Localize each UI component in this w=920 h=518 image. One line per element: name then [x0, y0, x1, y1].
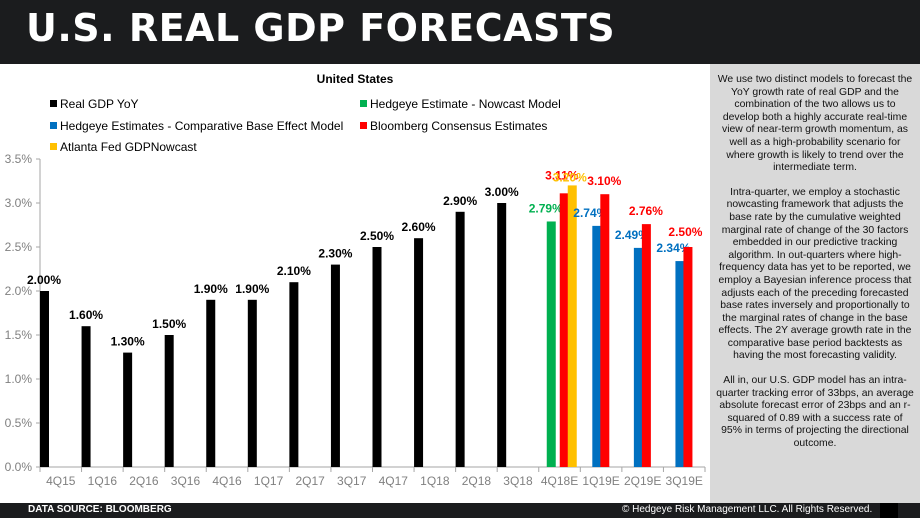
x-tick-label: 3Q16 [171, 474, 201, 488]
legend-swatch [360, 122, 367, 129]
legend-item-base-effect: Hedgeye Estimates - Comparative Base Eff… [50, 119, 343, 133]
data-label: 2.76% [629, 204, 663, 218]
data-label: 2.00% [27, 273, 61, 287]
data-label: 1.30% [111, 335, 145, 349]
x-tick-label: 2Q16 [129, 474, 159, 488]
x-tick-label: 1Q16 [88, 474, 118, 488]
data-label: 1.90% [235, 282, 269, 296]
x-tick-label: 4Q18E [541, 474, 578, 488]
x-tick-label: 3Q17 [337, 474, 367, 488]
bar-0-1Q17 [247, 299, 257, 467]
data-label: 2.34% [656, 241, 690, 255]
x-tick-label: 3Q19E [666, 474, 703, 488]
data-label: 1.60% [69, 308, 103, 322]
data-label: 2.50% [360, 229, 394, 243]
legend-swatch [360, 100, 367, 107]
commentary-paragraph-1: We use two distinct models to forecast t… [717, 74, 913, 174]
bar-0-4Q16 [206, 299, 216, 467]
copyright: © Hedgeye Risk Management LLC. All Right… [622, 504, 873, 515]
legend-item-real-gdp: Real GDP YoY [50, 97, 139, 111]
legend-label: Real GDP YoY [60, 97, 139, 111]
gdp-bar-chart: 0.0% 0.5% 1.0% 1.5% 2.0% 2.5% 3.0% 3.5% 4Q15 1Q16… [5, 152, 706, 488]
bar-0-2Q16 [123, 352, 133, 467]
y-tick-label: 3.5% [5, 152, 33, 166]
bar-0-1Q18 [414, 238, 424, 467]
x-tick-label: 1Q18 [420, 474, 450, 488]
bar-0-3Q16 [164, 335, 174, 467]
legend-label: Bloomberg Consensus Estimates [370, 119, 548, 133]
x-tick-label: 4Q15 [46, 474, 76, 488]
bar-3-3Q19E [683, 247, 693, 467]
y-tick-label: 2.0% [5, 284, 33, 298]
legend-item-nowcast: Hedgeye Estimate - Nowcast Model [360, 97, 561, 111]
legend-item-bloomberg: Bloomberg Consensus Estimates [360, 119, 547, 133]
legend-swatch [50, 100, 57, 107]
data-label: 3.00% [485, 185, 519, 199]
bar-4-4Q18E [567, 185, 577, 467]
legend-swatch [50, 143, 57, 150]
commentary-paragraph-2: Intra-quarter, we employ a stochastic no… [718, 186, 912, 362]
data-label: 3.11% [545, 168, 579, 182]
bar-1-4Q18E [546, 221, 556, 467]
y-tick-label: 1.0% [5, 372, 33, 386]
commentary-panel: We use two distinct models to forecast t… [710, 64, 920, 503]
bar-0-4Q17 [372, 247, 382, 467]
legend-swatch [50, 122, 57, 129]
y-tick-label: 3.0% [5, 196, 33, 210]
bar-0-1Q16 [81, 326, 91, 467]
bar-2-2Q19E [633, 247, 643, 467]
legend-label: Hedgeye Estimates - Comparative Base Eff… [60, 119, 344, 133]
data-label: 2.49% [615, 228, 649, 242]
x-tick-label: 4Q16 [212, 474, 242, 488]
bar-0-2Q18 [455, 211, 465, 467]
x-tick-label: 3Q18 [503, 474, 533, 488]
x-tick-label: 1Q17 [254, 474, 284, 488]
bar-3-1Q19E [600, 194, 610, 467]
legend-item-atlanta-fed: Atlanta Fed GDPNowcast [50, 140, 197, 154]
x-tick-label: 2Q19E [624, 474, 661, 488]
chart-title: United States [316, 72, 394, 86]
bar-0-3Q18 [497, 203, 507, 467]
y-tick-label: 1.5% [5, 328, 33, 342]
data-label: 2.30% [318, 247, 352, 261]
data-source: DATA SOURCE: BLOOMBERG [28, 504, 172, 515]
data-label: 2.74% [573, 206, 607, 220]
footer-bar: DATA SOURCE: BLOOMBERG © Hedgeye Risk Ma… [0, 503, 920, 518]
x-tick-label: 2Q18 [462, 474, 492, 488]
data-label: 1.90% [194, 282, 228, 296]
bar-3-2Q19E [641, 224, 651, 467]
commentary-paragraph-3: All in, our U.S. GDP model has an intra-… [716, 375, 914, 450]
header-bar: U.S. REAL GDP FORECASTS [0, 0, 920, 64]
data-label: 2.50% [668, 225, 702, 239]
bar-0-2Q17 [289, 282, 299, 467]
y-tick-label: 2.5% [5, 240, 33, 254]
y-tick-label: 0.5% [5, 416, 33, 430]
bar-2-1Q19E [592, 225, 602, 467]
x-tick-label: 2Q17 [295, 474, 325, 488]
bar-0-4Q15 [40, 291, 49, 467]
data-label: 3.20% [553, 170, 587, 184]
data-label: 2.10% [277, 264, 311, 278]
bar-0-3Q17 [330, 264, 340, 467]
x-tick-label: 4Q17 [379, 474, 409, 488]
x-tick-label: 1Q19E [582, 474, 619, 488]
data-label: 2.60% [402, 220, 436, 234]
bar-2-3Q19E [675, 261, 685, 467]
footer-logo-block [880, 503, 898, 518]
y-tick-label: 0.0% [5, 460, 33, 474]
legend-label: Hedgeye Estimate - Nowcast Model [370, 97, 561, 111]
data-label: 3.10% [587, 174, 621, 188]
legend-label: Atlanta Fed GDPNowcast [60, 140, 197, 154]
page-title: U.S. REAL GDP FORECASTS [26, 6, 616, 50]
data-label: 2.90% [443, 194, 477, 208]
data-label: 1.50% [152, 317, 186, 331]
bar-3-4Q18E [559, 193, 569, 467]
data-label: 2.79% [529, 201, 563, 215]
